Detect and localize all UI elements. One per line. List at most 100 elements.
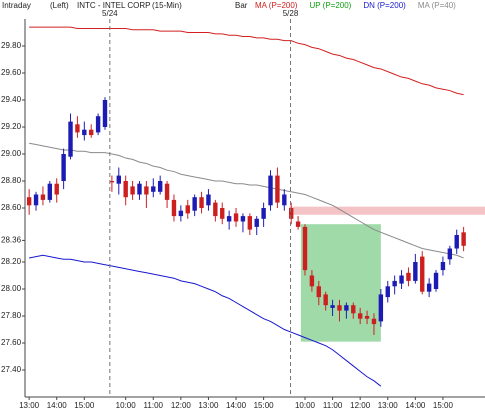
x-tick-label: 13:00	[19, 401, 40, 410]
candle-body	[282, 194, 287, 206]
candle-body	[344, 305, 349, 311]
candle-body	[337, 305, 342, 311]
x-tick-label: 15:00	[433, 401, 454, 410]
y-tick-label: 27.80	[1, 311, 22, 320]
candle-body	[426, 283, 432, 292]
candle-body	[61, 154, 66, 181]
y-tick-label: 27.60	[1, 338, 22, 347]
candle-body	[371, 318, 377, 325]
candle-body	[240, 216, 246, 222]
candle-body	[192, 197, 197, 211]
candle-body	[109, 181, 115, 183]
candle-body	[302, 226, 308, 271]
plot	[26, 26, 485, 387]
candle-body	[316, 286, 321, 298]
date-label: 5/24	[102, 9, 118, 18]
y-tick-label: 28.20	[1, 257, 22, 266]
candle-body	[144, 186, 149, 195]
candle-body	[275, 175, 280, 203]
candle-body	[220, 208, 225, 219]
candle-body	[206, 194, 211, 206]
axis-side: (Left)	[50, 1, 69, 10]
legend-entry: DN (P=200)	[363, 1, 406, 10]
candle-body	[378, 294, 384, 322]
y-tick-label: 27.40	[1, 365, 22, 374]
candle-body	[226, 216, 232, 222]
candle-body	[157, 181, 163, 192]
candle-body	[261, 208, 266, 219]
x-tick-label: 15:00	[254, 401, 275, 410]
bar-label: Bar	[235, 1, 248, 10]
candle-body	[116, 175, 121, 184]
candle-body	[399, 275, 404, 284]
highlight	[289, 206, 485, 215]
candle-body	[420, 256, 425, 292]
x-tick-label: 13:00	[378, 401, 399, 410]
chart-title: INTC - INTEL CORP	[77, 1, 150, 10]
x-tick-label: 11:00	[144, 401, 164, 410]
candle-body	[26, 197, 32, 206]
candle-body	[454, 235, 459, 249]
candle-body	[406, 272, 411, 281]
x-tick-label: 11:00	[323, 401, 343, 410]
y-tick-label: 28.36	[1, 236, 22, 245]
candle-body	[185, 205, 190, 214]
candle-body	[137, 183, 142, 195]
y-tick-label: 29.80	[1, 41, 22, 50]
candle-body	[440, 262, 446, 271]
candle-body	[385, 286, 390, 298]
candle-body	[357, 313, 363, 319]
candle-body	[68, 121, 73, 157]
x-tick-label: 13:00	[198, 401, 219, 410]
indicator-line	[29, 142, 464, 259]
indicator-line	[29, 254, 382, 387]
candle-body	[130, 186, 135, 195]
candle-body	[413, 262, 418, 281]
candle-body	[47, 183, 53, 200]
candle-body	[289, 208, 294, 219]
candle-body	[178, 210, 184, 217]
candle-body	[82, 129, 87, 136]
y-tick-label: 29.20	[1, 122, 22, 131]
candle-body	[75, 124, 80, 133]
y-tick-label: 29.00	[1, 149, 22, 158]
candle-body	[102, 100, 108, 127]
candle-body	[213, 202, 218, 217]
x-tick-label: 14:00	[226, 401, 247, 410]
indicator-line	[29, 26, 464, 96]
candle-body	[295, 221, 301, 227]
y-tick-label: 28.80	[1, 176, 22, 185]
candle-body	[40, 194, 46, 200]
date-label: 5/28	[283, 9, 299, 18]
candle-body	[392, 280, 397, 287]
candle-body	[268, 175, 273, 206]
candle-body	[364, 316, 370, 319]
legend-entry: MA (P=200)	[255, 1, 298, 10]
y-tick-label: 29.60	[1, 68, 22, 77]
candle-body	[95, 116, 101, 133]
chart-subtitle: (15-Min)	[152, 1, 182, 10]
candle-body	[54, 183, 59, 195]
legend-entry: MA (P=40)	[418, 1, 456, 10]
candle-body	[309, 275, 315, 287]
candle-body	[123, 181, 128, 198]
candle-body	[199, 197, 204, 208]
candle-body	[89, 129, 94, 136]
candle-body	[323, 294, 328, 306]
legend-entry: UP (P=200)	[309, 1, 351, 10]
x-tick-label: 10:00	[295, 401, 316, 410]
x-tick-label: 15:00	[74, 401, 95, 410]
candle-body	[433, 272, 439, 289]
x-tick-label: 14:00	[405, 401, 426, 410]
candle-body	[33, 194, 39, 206]
candle-body	[233, 213, 239, 222]
candle-body	[461, 232, 466, 246]
y-tick-label: 28.60	[1, 203, 22, 212]
x-tick-label: 14:00	[47, 401, 68, 410]
panel-label: Intraday	[2, 1, 31, 10]
x-tick-label: 12:00	[350, 401, 371, 410]
candle-body	[151, 186, 156, 192]
candle-body	[351, 305, 356, 314]
x-tick-label: 10:00	[116, 401, 137, 410]
